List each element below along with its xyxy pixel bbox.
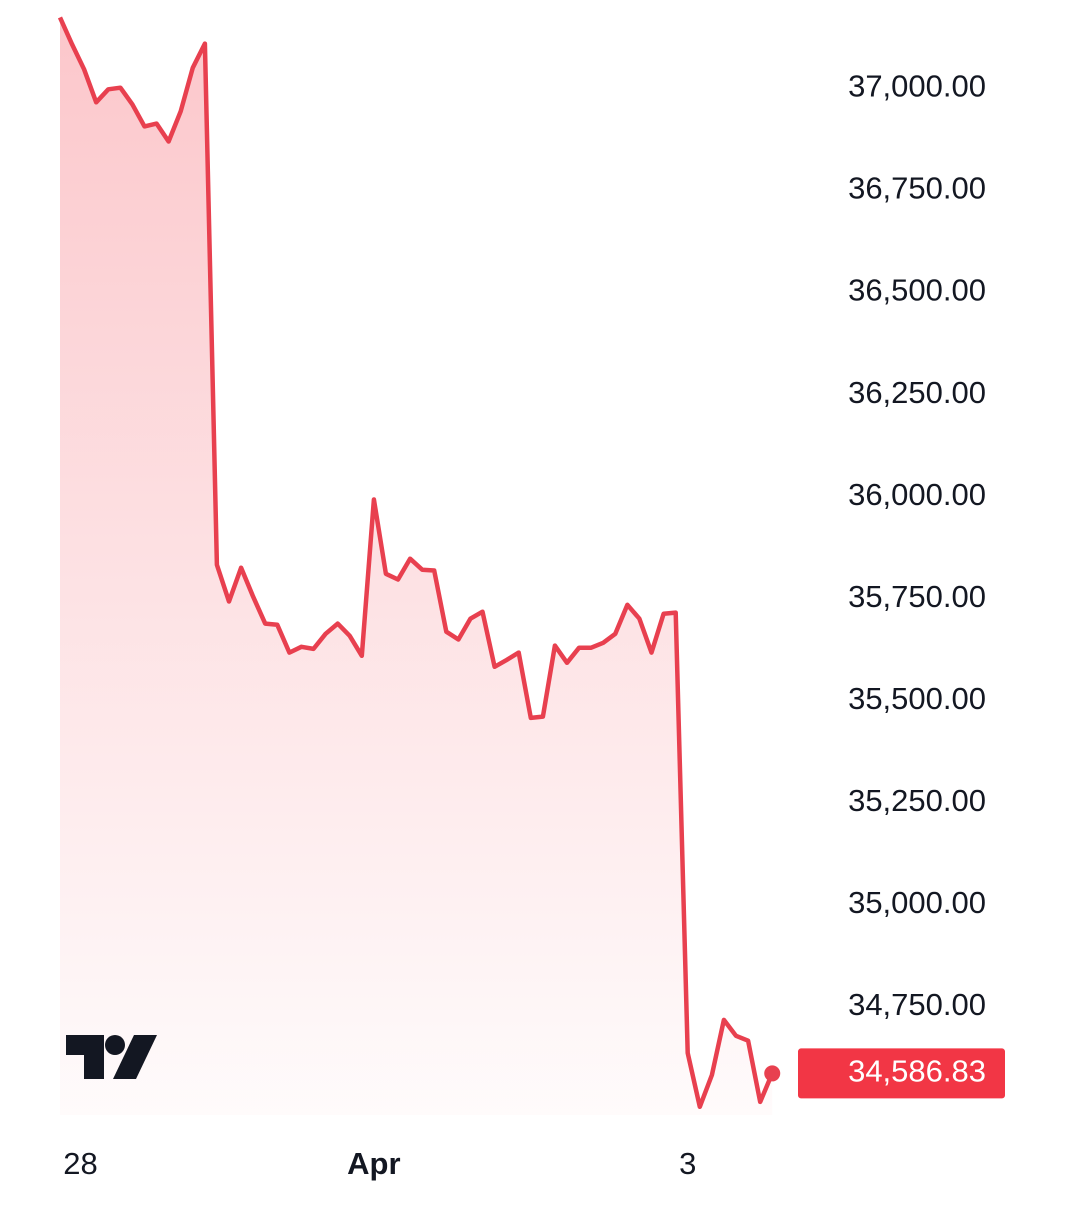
plot (57, 16, 775, 1115)
price-box (798, 1048, 1005, 1099)
last-point (764, 1065, 781, 1082)
price-label: 34,586.83 (848, 1054, 986, 1089)
y-tick-label: 35,500.00 (848, 681, 986, 716)
y-tick-label: 35,250.00 (848, 783, 986, 818)
y-tick-label: 36,750.00 (848, 171, 986, 206)
y-tick-label: 35,000.00 (848, 885, 986, 920)
y-tick-label: 36,250.00 (848, 375, 986, 410)
y-tick-label: 35,750.00 (848, 579, 986, 614)
y-tick-label: 36,000.00 (848, 477, 986, 512)
x-tick-label: Apr (347, 1146, 400, 1181)
x-tick-label: 28 (63, 1146, 97, 1181)
x-tick-label: 3 (679, 1146, 696, 1181)
y-tick-label: 36,500.00 (848, 273, 986, 308)
y-tick-label: 37,000.00 (848, 69, 986, 104)
y-tick-label: 34,750.00 (848, 987, 986, 1022)
line (57, 16, 775, 1110)
logo (66, 1035, 157, 1079)
